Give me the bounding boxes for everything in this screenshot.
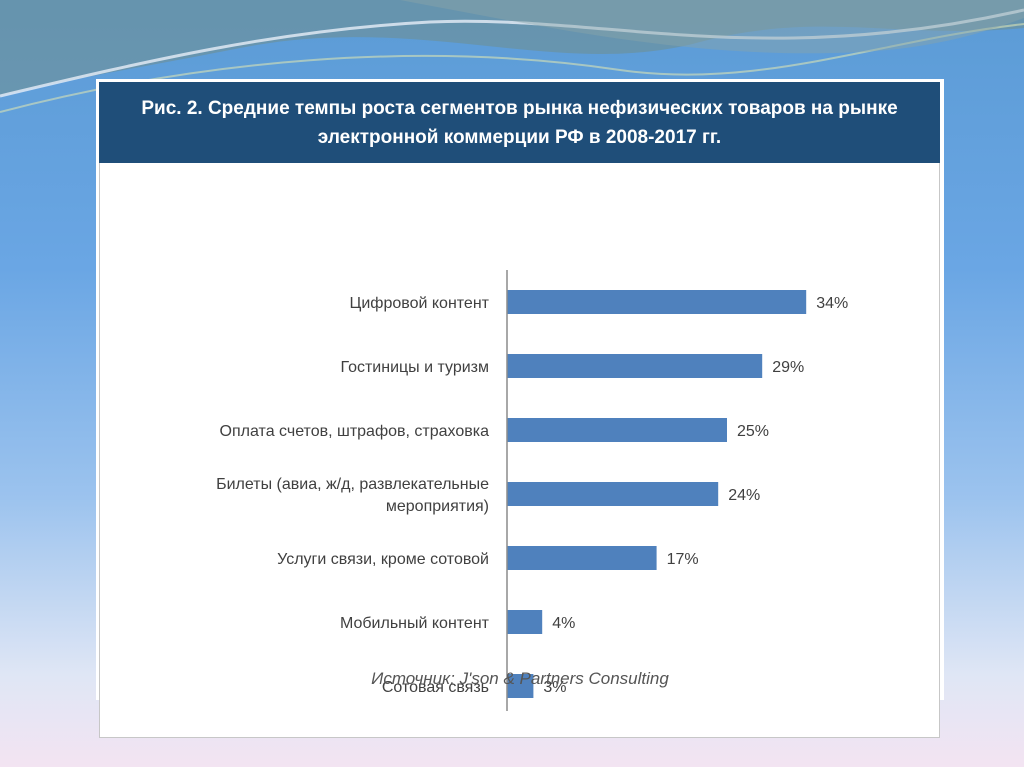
bar-5	[507, 546, 657, 570]
source-note: Источник: J'son & Partners Consulting	[371, 669, 669, 688]
category-label-5: Услуги связи, кроме сотовой	[277, 551, 489, 568]
value-label-1: 34%	[816, 295, 848, 312]
background-waves	[0, 0, 1024, 113]
category-label-4: Билеты (авиа, ж/д, развлекательные меропр…	[216, 476, 489, 515]
category-label-7: Сотовая связь	[382, 679, 489, 696]
bar-4	[507, 482, 719, 506]
bar-3	[507, 418, 727, 442]
value-label-7: 3%	[543, 679, 566, 696]
category-label-3: Оплата счетов, штрафов, страховка	[220, 423, 490, 440]
category-label-1: Цифровой контент	[350, 295, 490, 312]
value-label-2: 29%	[772, 359, 804, 376]
category-label-2: Гостиницы и туризм	[340, 359, 489, 376]
bar-1	[507, 290, 807, 314]
value-label-4: 24%	[728, 487, 760, 504]
chart-title-bar: Рис. 2. Средние темпы роста сегментов ры…	[99, 82, 940, 163]
category-labels: Цифровой контент Гостиницы и туризм Оплата…	[216, 295, 490, 696]
bars	[507, 290, 807, 698]
value-label-6: 4%	[552, 615, 575, 632]
chart-figure: Рис. 2. Средние темпы роста сегментов ры…	[96, 79, 944, 738]
value-labels: 34% 29% 25% 24% 17% 4% 3%	[543, 295, 848, 696]
value-label-3: 25%	[737, 423, 769, 440]
chart-title: Рис. 2. Средние темпы роста сегментов ры…	[141, 97, 898, 148]
value-label-5: 17%	[667, 551, 699, 568]
chart-frame: Цифровой контент Гостиницы и туризм Оплата…	[99, 163, 940, 738]
bar-chart: Цифровой контент Гостиницы и туризм Оплата…	[216, 270, 848, 711]
category-label-6: Мобильный контент	[340, 615, 490, 632]
bar-7	[507, 674, 534, 698]
bar-2	[507, 354, 763, 378]
bar-6	[507, 610, 543, 634]
